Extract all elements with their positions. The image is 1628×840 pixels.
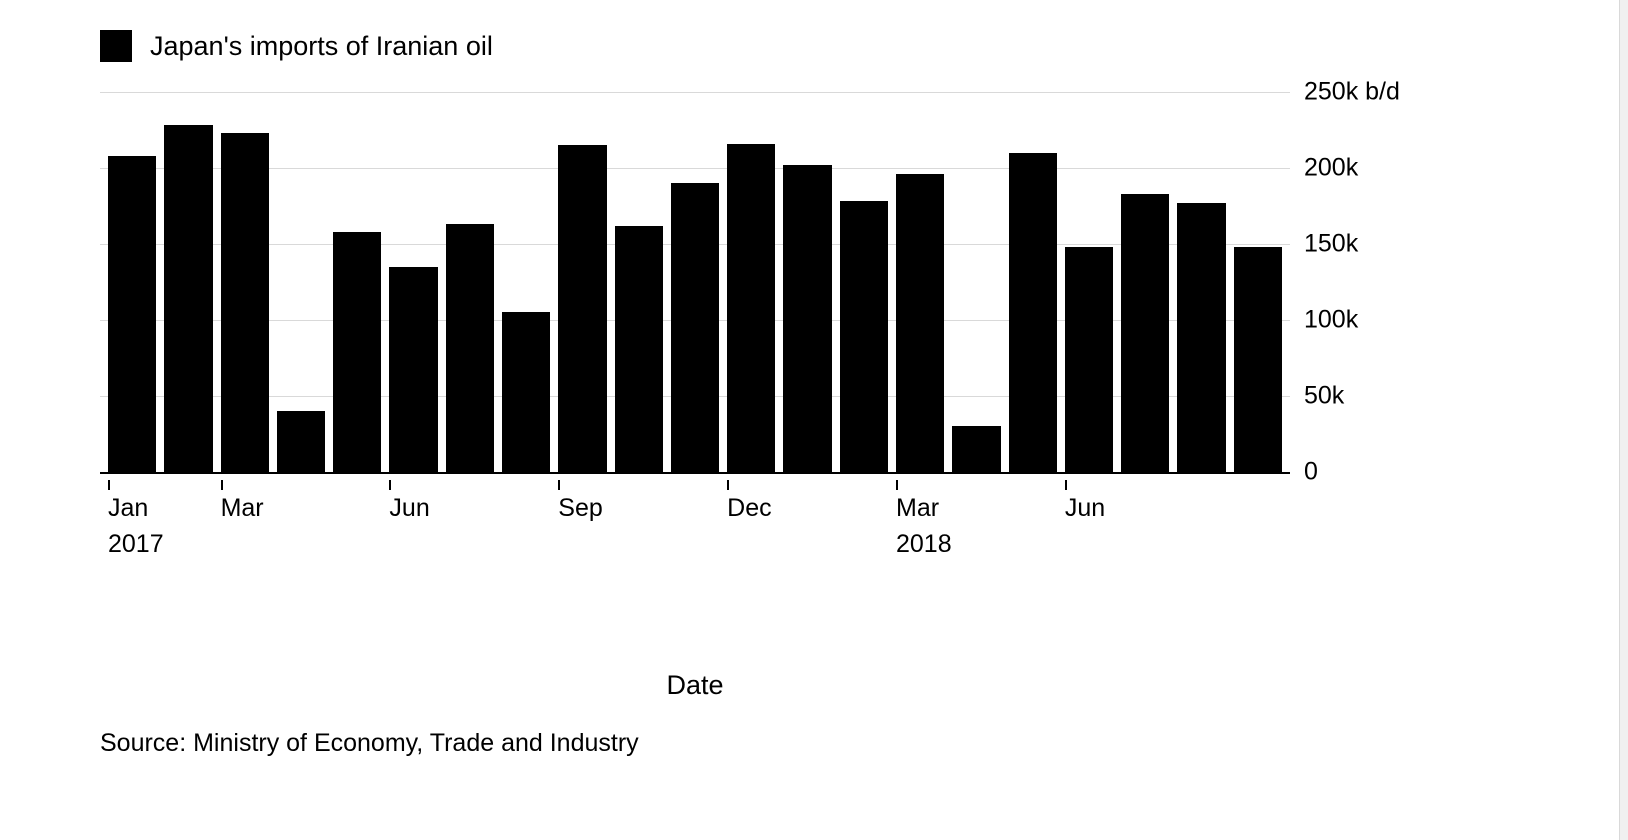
- bar: [277, 411, 325, 472]
- y-tick-label: 100k: [1304, 306, 1358, 335]
- bar: [783, 165, 831, 472]
- bar: [1009, 153, 1057, 472]
- bar: [108, 156, 156, 472]
- y-tick-label: 250k b/d: [1304, 78, 1400, 107]
- x-tick-label: Dec: [727, 494, 771, 523]
- bar: [1177, 203, 1225, 472]
- bar: [446, 224, 494, 472]
- bar: [615, 226, 663, 472]
- bar: [221, 133, 269, 472]
- plot-area: [100, 92, 1290, 474]
- y-tick-label: 50k: [1304, 382, 1344, 411]
- bar: [1234, 247, 1282, 472]
- plot-row: 050k100k150k200k250k b/d: [100, 92, 1588, 474]
- bar: [333, 232, 381, 472]
- x-tick-label: Mar: [221, 494, 264, 523]
- bar: [558, 145, 606, 472]
- bar: [164, 125, 212, 472]
- y-tick-label: 0: [1304, 458, 1318, 487]
- bar: [727, 144, 775, 472]
- bar: [671, 183, 719, 472]
- y-axis: 050k100k150k200k250k b/d: [1290, 92, 1430, 472]
- x-tick-label: Sep: [558, 494, 602, 523]
- legend-swatch: [100, 30, 132, 62]
- x-tick-year: 2018: [896, 530, 952, 559]
- bar: [896, 174, 944, 472]
- x-tick-mark: [389, 480, 391, 490]
- bar: [952, 426, 1000, 472]
- bars-container: [100, 92, 1290, 472]
- x-tick-label: Jun: [1065, 494, 1105, 523]
- x-tick-year: 2017: [108, 530, 164, 559]
- x-tick-label: Jan: [108, 494, 148, 523]
- bar: [840, 201, 888, 472]
- x-tick-mark: [558, 480, 560, 490]
- x-tick-mark: [727, 480, 729, 490]
- chart-source: Source: Ministry of Economy, Trade and I…: [100, 729, 1588, 758]
- x-tick-mark: [108, 480, 110, 490]
- bar: [389, 267, 437, 472]
- x-axis: Jan 2017 Mar Jun Sep Dec Mar 2018 Jun: [100, 480, 1290, 570]
- x-tick-label: Mar: [896, 494, 939, 523]
- bar: [1065, 247, 1113, 472]
- x-tick-mark: [1065, 480, 1067, 490]
- y-tick-label: 200k: [1304, 154, 1358, 183]
- bar: [1121, 194, 1169, 472]
- y-tick-label: 150k: [1304, 230, 1358, 259]
- scrollbar-edge-decoration: [1619, 0, 1628, 840]
- bar: [502, 312, 550, 472]
- legend-label: Japan's imports of Iranian oil: [150, 31, 493, 62]
- legend: Japan's imports of Iranian oil: [100, 30, 1588, 62]
- x-tick-label: Jun: [389, 494, 429, 523]
- chart-container: Japan's imports of Iranian oil 0 50k 100k 1…: [0, 0, 1628, 798]
- x-axis-title: Date: [100, 670, 1290, 701]
- x-tick-mark: [221, 480, 223, 490]
- x-tick-mark: [896, 480, 898, 490]
